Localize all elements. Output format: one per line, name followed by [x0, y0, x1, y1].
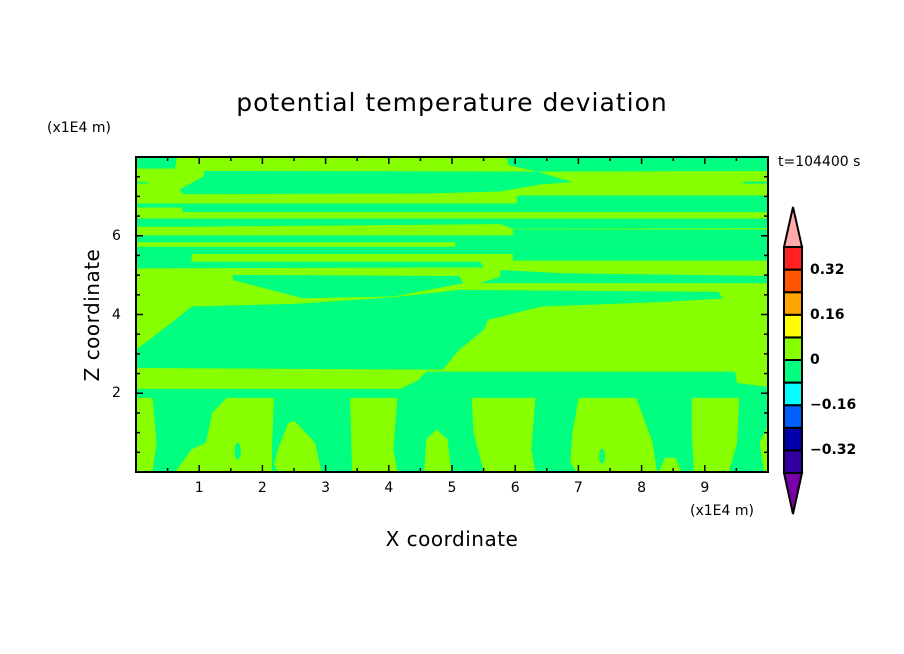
colorbar-box [783, 268, 803, 294]
x-tick-label: 5 [447, 480, 457, 496]
negative-region [136, 388, 768, 398]
negative-region [531, 397, 579, 472]
x-axis-unit: (x1E4 m) [690, 503, 754, 519]
y-axis-unit: (x1E4 m) [47, 120, 111, 136]
x-tick-label: 8 [637, 480, 647, 496]
x-tick-label: 2 [257, 480, 267, 496]
negative-region [136, 254, 192, 262]
x-tick-label: 3 [321, 480, 331, 496]
colorbar-tick-label: −0.16 [810, 397, 857, 414]
colorbar-box [783, 426, 803, 452]
colorbar-box [783, 404, 803, 429]
x-tick-label: 7 [573, 480, 583, 496]
x-tick-label: 4 [384, 480, 394, 496]
negative-region [506, 157, 768, 172]
colorbar-box [783, 291, 803, 316]
negative-region [271, 397, 353, 472]
negative-region [232, 274, 464, 299]
negative-region [512, 254, 768, 261]
colorbar-tick-label: −0.32 [810, 442, 857, 459]
negative-region [234, 442, 241, 460]
negative-region [136, 203, 768, 213]
negative-region [152, 397, 227, 472]
negative-region [136, 246, 768, 255]
negative-region [728, 397, 768, 472]
negative-region [136, 235, 768, 243]
negative-region [136, 157, 178, 169]
x-tick-label: 6 [510, 480, 520, 496]
negative-region [136, 181, 149, 184]
negative-region [479, 269, 768, 284]
negative-region [393, 397, 484, 472]
colorbar-box [783, 336, 803, 361]
negative-region [455, 242, 768, 248]
colorbar-box [783, 449, 803, 474]
x-tick-label: 1 [194, 480, 204, 496]
colorbar-box [783, 359, 803, 384]
colorbar-box [783, 313, 803, 339]
colorbar-box [783, 246, 803, 271]
colorbar-tick-label: 0 [810, 352, 820, 368]
colorbar-box [783, 381, 803, 407]
negative-region [636, 397, 694, 472]
contour-field [136, 157, 768, 472]
y-tick-label: 2 [112, 385, 121, 402]
colorbar-tick-label: 0.32 [810, 261, 845, 278]
negative-region [512, 229, 768, 236]
negative-region [743, 181, 768, 184]
negative-region [397, 371, 768, 391]
x-tick-label: 9 [700, 480, 710, 496]
negative-region [136, 261, 484, 269]
colorbar-over-triangle [782, 206, 804, 248]
negative-region [516, 195, 768, 204]
y-tick-label: 4 [112, 306, 121, 323]
negative-region [599, 448, 605, 464]
chart-title: potential temperature deviation [236, 88, 668, 117]
negative-region [136, 218, 768, 229]
negative-region [179, 170, 573, 195]
colorbar-tick-label: 0.16 [810, 306, 845, 323]
y-tick-label: 6 [112, 227, 121, 244]
colorbar-under-triangle [782, 472, 804, 515]
negative-region [136, 289, 723, 370]
x-axis-label: X coordinate [385, 527, 519, 551]
time-annotation: t=104400 s [778, 154, 861, 170]
